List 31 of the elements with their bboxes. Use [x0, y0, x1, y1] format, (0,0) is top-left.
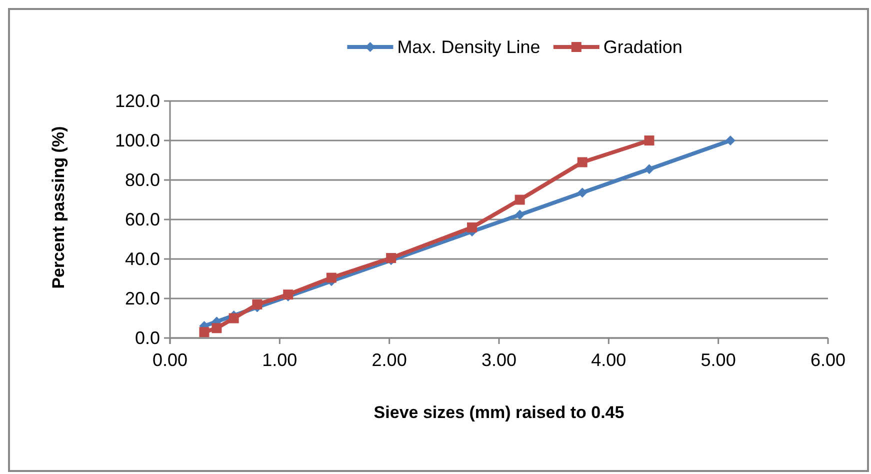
- legend-label: Gradation: [603, 37, 682, 57]
- x-tick-label: 3.00: [481, 350, 517, 370]
- point: [199, 327, 210, 338]
- point: [252, 299, 262, 310]
- y-tick-label: 60.0: [124, 210, 160, 230]
- x-tick-label: 6.00: [810, 350, 846, 370]
- y-tick-label: 120.0: [114, 91, 160, 111]
- point: [326, 272, 336, 283]
- x-axis-title: Sieve sizes (mm) raised to 0.45: [374, 403, 624, 422]
- point: [467, 222, 478, 232]
- y-tick-label: 20.0: [124, 288, 160, 308]
- point: [514, 194, 525, 205]
- point: [577, 157, 588, 168]
- x-tick-label: 1.00: [262, 350, 298, 370]
- legend-label: Max. Density Line: [397, 37, 540, 57]
- y-tick-label: 40.0: [124, 249, 160, 269]
- point: [212, 323, 222, 334]
- point: [725, 136, 736, 146]
- point: [228, 313, 239, 324]
- point: [514, 210, 525, 220]
- y-tick-label: 100.0: [114, 130, 160, 150]
- y-tick-label: 80.0: [124, 170, 160, 190]
- x-tick-label: 0.00: [152, 350, 188, 370]
- x-tick-label: 5.00: [700, 350, 736, 370]
- y-axis-title: Percent passing (%): [49, 126, 68, 289]
- x-tick-label: 4.00: [591, 350, 626, 370]
- y-tick-label: 0.0: [134, 328, 160, 348]
- point: [644, 164, 654, 174]
- point: [577, 188, 588, 198]
- x-tick-label: 2.00: [372, 350, 407, 370]
- point: [644, 136, 654, 146]
